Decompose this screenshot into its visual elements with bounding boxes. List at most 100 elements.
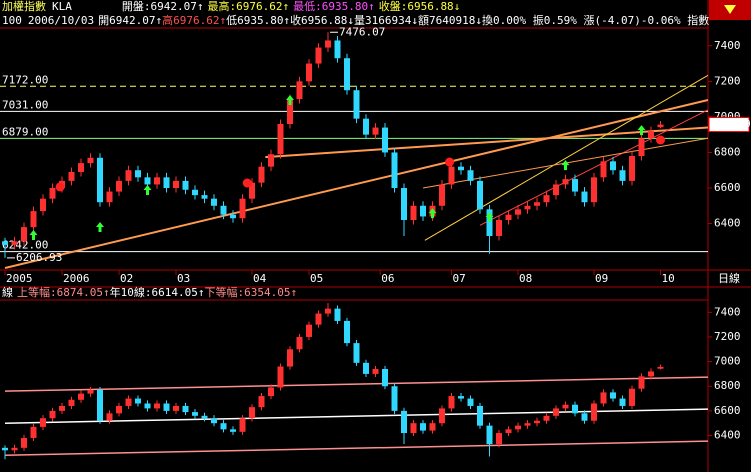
down-arrow-icon [724, 5, 736, 14]
y-tick-label: 7400 [714, 39, 741, 52]
y-tick-label: 6600 [714, 181, 741, 194]
candle-body [192, 189, 198, 196]
candle-body [344, 58, 350, 91]
candle-body [78, 393, 84, 400]
candle-body [154, 177, 160, 185]
header-item: 加權指數 [2, 0, 46, 13]
candle-body [97, 157, 103, 203]
candle-body [410, 423, 417, 434]
candle-body [315, 313, 322, 325]
candle-body [87, 389, 94, 394]
x-tick-label: 08 [519, 272, 532, 285]
candle-body [467, 398, 474, 406]
candle-body [116, 405, 122, 414]
header-item: 量3166934↓額7640918↓換0.00% 振0.59% 漲(-4.07)… [354, 13, 709, 27]
header-item: 最低:6935.80↑ [293, 0, 375, 13]
header-row: 線上等幅:6874.05↑年10線:6614.05↑下等幅:6354.05↑ [2, 285, 297, 299]
channel [4, 408, 709, 424]
trendline [265, 126, 709, 159]
candle-body [125, 398, 132, 406]
candle-body [30, 426, 37, 438]
candle-body [334, 40, 341, 59]
candle-body [515, 209, 521, 215]
x-tick-label: 10 [662, 272, 675, 285]
candle-body [496, 433, 502, 445]
candle-body [363, 362, 369, 374]
candle-body [2, 241, 8, 245]
candle-body [638, 138, 645, 156]
y-tick-label: 6600 [714, 404, 741, 417]
candle-body [211, 418, 217, 424]
candle-body [372, 368, 379, 374]
y-tick-label: 6400 [714, 429, 741, 442]
candle-body [182, 405, 189, 413]
signal-dot [656, 135, 665, 145]
candle-body [258, 166, 265, 183]
candle-body [258, 396, 265, 408]
candle-body [106, 191, 113, 203]
candle-body [135, 170, 141, 178]
candle-body [144, 177, 151, 185]
buy-arrow [637, 125, 646, 136]
candle-body [505, 429, 512, 434]
candle-body [59, 405, 65, 411]
candle-body [21, 227, 27, 242]
candle-body [619, 398, 626, 406]
header-item: 2006/10/03 [28, 14, 94, 27]
candle-body [382, 127, 388, 153]
candle-body [182, 180, 189, 190]
candle-body [467, 170, 474, 181]
candle-body [591, 403, 597, 421]
candle-body [505, 214, 512, 220]
annotation: 6206.93 [16, 251, 62, 264]
header-item: 開6942.07↑ [98, 14, 162, 27]
candle-body [2, 447, 8, 451]
candle-body [239, 418, 246, 432]
candle-body [496, 220, 502, 236]
buy-arrow [29, 229, 38, 240]
trendline [424, 74, 709, 241]
channel [4, 376, 709, 392]
candle-body [173, 405, 179, 411]
candle-body [230, 429, 236, 432]
candle-body [163, 177, 170, 188]
y-tick-label: 7200 [714, 330, 741, 343]
candle-body [448, 166, 455, 185]
header-row: 加權指數 KLA 開盤:6942.07↑ 最高:6976.62↑ 最低:6935.80↑… [2, 0, 460, 13]
candle-body [638, 376, 645, 389]
x-tick-label: 02 [120, 272, 133, 285]
candle-body [600, 161, 607, 178]
candle-body [220, 423, 227, 430]
candle-body [268, 154, 274, 167]
candle-body [391, 152, 398, 188]
candle-body [87, 157, 94, 164]
candle-body [68, 399, 75, 406]
candle-body [249, 407, 255, 419]
candle-body [562, 179, 569, 185]
candle-body [239, 198, 246, 219]
candle-body [277, 124, 284, 155]
candle-body [581, 413, 588, 421]
candle-body [353, 90, 360, 119]
candle-body [344, 320, 350, 344]
candle-body [477, 405, 483, 426]
y-tick-label: 6800 [714, 145, 741, 158]
header-item: 線 [2, 285, 13, 299]
candle-body [458, 396, 464, 399]
candle-body [439, 408, 445, 424]
candle-body [600, 392, 607, 404]
candle-body [372, 127, 379, 135]
candle-body [572, 179, 578, 192]
candle-body [410, 205, 417, 220]
buy-arrow [286, 95, 294, 106]
x-tick-label: 03 [177, 272, 190, 285]
header-item: 收6956.88↓ [290, 13, 354, 27]
candle-body [30, 211, 37, 228]
candle-body [353, 343, 360, 363]
candle-body [610, 161, 616, 171]
y-tick-label: 7400 [714, 305, 741, 318]
header-item: 下等幅:6354.05↑ [204, 285, 297, 299]
x-tick-label: 09 [595, 272, 608, 285]
candle-body [543, 415, 550, 421]
